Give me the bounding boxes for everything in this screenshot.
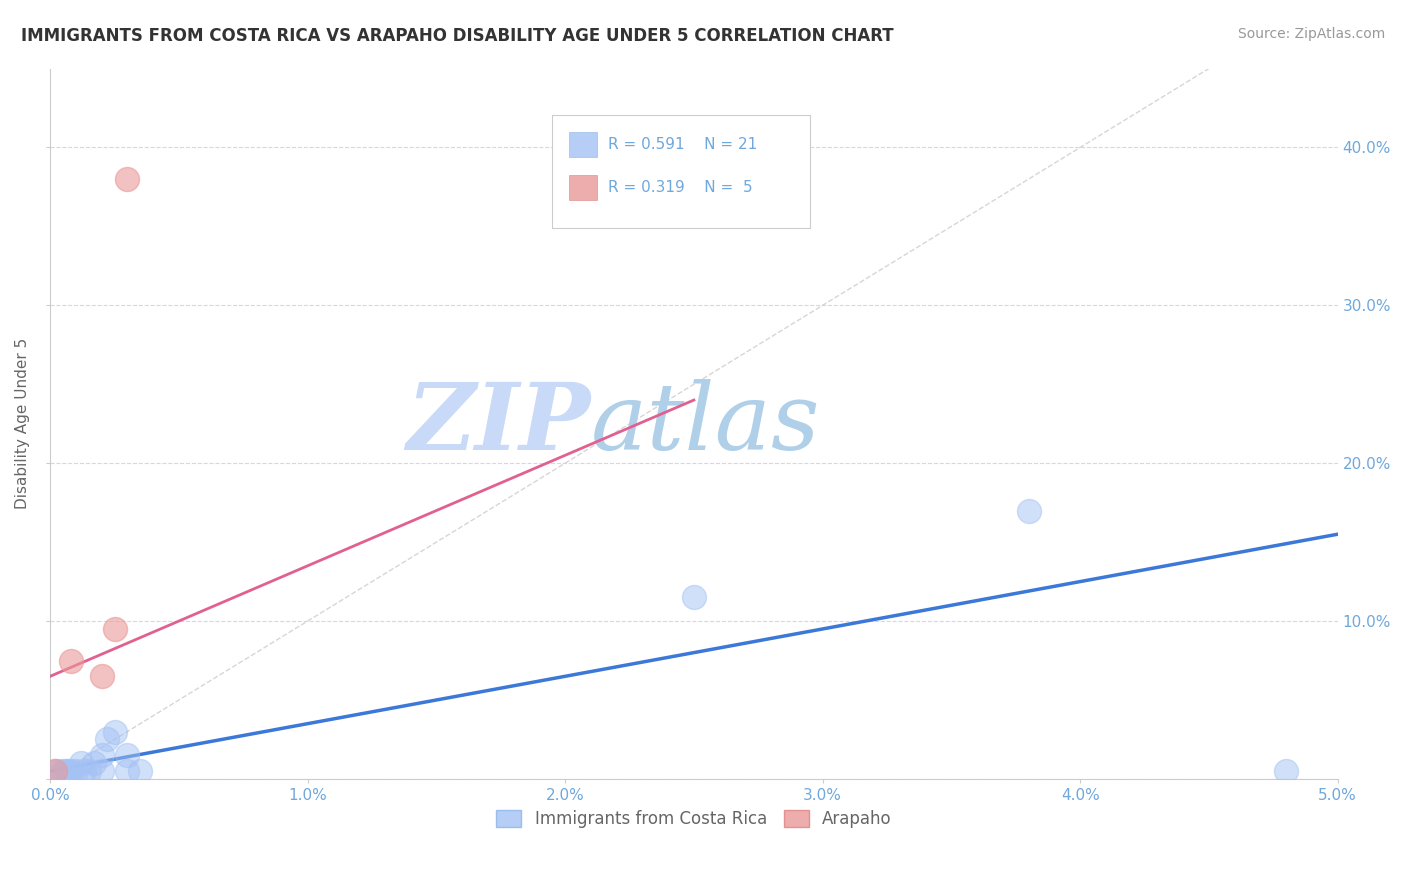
Legend: Immigrants from Costa Rica, Arapaho: Immigrants from Costa Rica, Arapaho [489, 803, 898, 835]
Text: Source: ZipAtlas.com: Source: ZipAtlas.com [1237, 27, 1385, 41]
Point [117, 764, 139, 778]
Point [129, 764, 152, 778]
Text: atlas: atlas [591, 379, 820, 468]
Point [72, 764, 94, 778]
FancyBboxPatch shape [553, 115, 810, 228]
Point [44, 764, 66, 778]
Point [77, 764, 100, 778]
Point [46, 764, 69, 778]
Point [90, 669, 112, 683]
Point [83, 756, 105, 771]
Point [117, 748, 139, 763]
Point [103, 622, 125, 636]
Text: R = 0.319    N =  5: R = 0.319 N = 5 [607, 179, 752, 194]
Text: IMMIGRANTS FROM COSTA RICA VS ARAPAHO DISABILITY AGE UNDER 5 CORRELATION CHART: IMMIGRANTS FROM COSTA RICA VS ARAPAHO DI… [21, 27, 894, 45]
Point [56, 764, 79, 778]
Point [59, 653, 82, 667]
Point [1275, 764, 1298, 778]
Point [96, 732, 118, 747]
Text: R = 0.591    N = 21: R = 0.591 N = 21 [607, 137, 756, 152]
Point [90, 748, 112, 763]
Point [52, 764, 75, 778]
Point [59, 764, 82, 778]
Text: ZIP: ZIP [406, 379, 591, 468]
Point [1018, 503, 1040, 517]
Point [55, 764, 77, 778]
FancyBboxPatch shape [569, 175, 598, 200]
Point [44, 764, 66, 778]
Point [70, 756, 93, 771]
Y-axis label: Disability Age Under 5: Disability Age Under 5 [15, 338, 30, 509]
Point [90, 764, 112, 778]
Point [683, 591, 706, 605]
FancyBboxPatch shape [569, 132, 598, 157]
Point [103, 724, 125, 739]
Point [117, 172, 139, 186]
Point [65, 764, 87, 778]
